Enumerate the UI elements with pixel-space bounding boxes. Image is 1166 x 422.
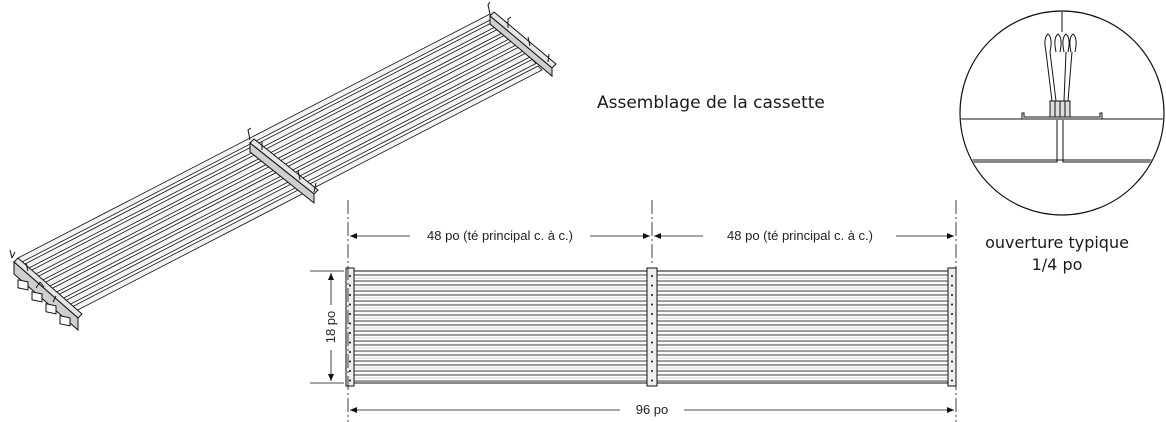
plan-rail-left <box>345 267 355 387</box>
rail-rivet <box>349 332 351 334</box>
rail-rivet <box>651 322 653 325</box>
rail-rivet <box>349 360 351 363</box>
rail-rivet <box>951 332 953 334</box>
rail-rivet <box>951 351 953 353</box>
dim-width: 18 po <box>323 311 338 344</box>
isometric-view <box>9 1 557 332</box>
rail-rivet <box>951 379 953 382</box>
rail-rivet <box>349 313 351 315</box>
rail-rivet <box>349 351 351 353</box>
iso-end-rail-near-face <box>13 260 79 332</box>
plan-view <box>345 267 957 387</box>
rail-rivet <box>651 360 653 363</box>
dim-span-left: 48 po (té principal c. à c.) <box>427 228 573 243</box>
iso-hanger-clips <box>9 1 550 303</box>
rail-rivet <box>951 341 953 344</box>
rail-rivet <box>951 284 953 287</box>
rail-rivet <box>651 313 653 315</box>
rail-rivet <box>951 294 953 296</box>
detail-caption-line2: 1/4 po <box>1031 255 1083 274</box>
rail-rivet <box>651 370 653 372</box>
plan-rail-center <box>646 267 658 387</box>
rail-rivet <box>651 284 653 287</box>
rail-rivet <box>651 379 653 382</box>
rail-rivet <box>651 294 653 296</box>
plan-rail-rivets <box>349 275 953 382</box>
iso-mid-rail-face <box>249 141 315 205</box>
dim-overall-length: 96 po <box>636 402 669 417</box>
iso-end-blocks <box>17 279 71 327</box>
detail-caption-line1: ouverture typique <box>985 233 1129 252</box>
rail-rivet <box>651 332 653 334</box>
dimension-lines <box>310 200 957 422</box>
rail-rivet <box>651 341 653 344</box>
rail-rivet <box>349 303 351 306</box>
detail-caption: ouverture typique 1/4 po <box>962 232 1152 276</box>
rail-rivet <box>951 322 953 325</box>
rail-rivet <box>349 322 351 325</box>
rail-rivet <box>951 370 953 372</box>
rail-rivet <box>349 284 351 287</box>
rail-rivet <box>951 303 953 306</box>
rail-rivet <box>951 360 953 363</box>
rail-rivet <box>951 275 953 277</box>
dim-span-right: 48 po (té principal c. à c.) <box>727 228 873 243</box>
rail-rivet <box>651 351 653 353</box>
rail-rivet <box>349 275 351 277</box>
rail-rivet <box>349 294 351 296</box>
rail-rivet <box>349 341 351 344</box>
rail-rivet <box>951 313 953 315</box>
rail-rivet <box>651 303 653 306</box>
rail-rivet <box>349 379 351 382</box>
detail-circle <box>959 10 1165 216</box>
iso-end-rail-far-face <box>489 14 553 78</box>
rail-rivet <box>651 275 653 277</box>
drawing-title: Assemblage de la cassette <box>597 93 825 113</box>
iso-slat <box>17 13 495 263</box>
rail-rivet <box>349 370 351 372</box>
